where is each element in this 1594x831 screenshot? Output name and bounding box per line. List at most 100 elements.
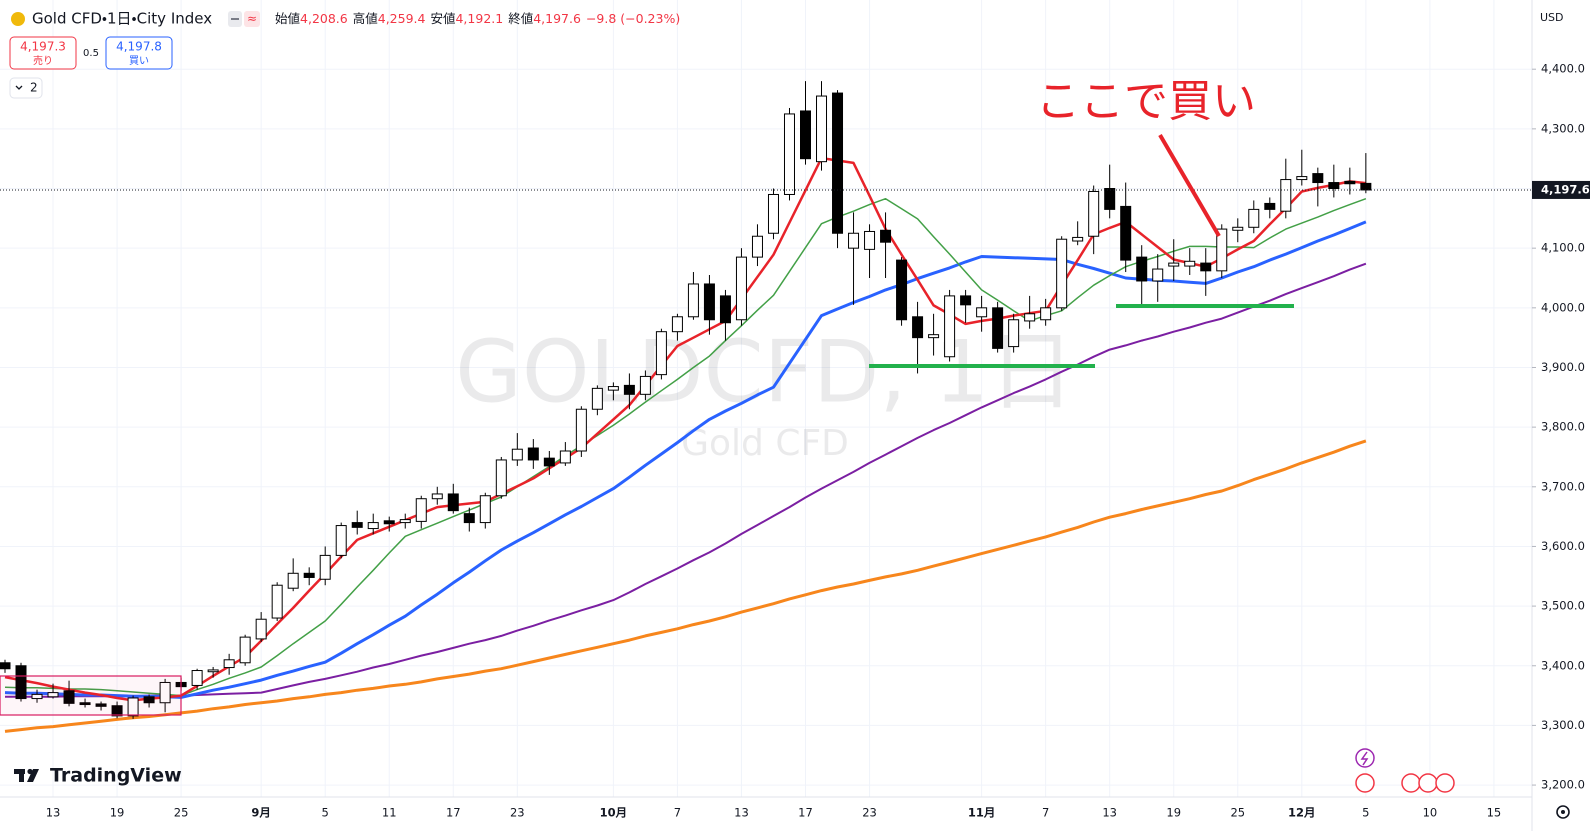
buy-button[interactable]: 4,197.8 買い	[105, 36, 173, 70]
moving-average-line	[5, 262, 1367, 698]
candle-body	[783, 113, 795, 195]
x-tick-label: 11月	[968, 806, 996, 820]
candle-body	[1120, 205, 1132, 261]
candle-body	[687, 283, 699, 318]
candle-body	[463, 513, 475, 524]
candle-body	[1008, 319, 1020, 348]
sell-box[interactable]	[9, 36, 77, 70]
candle-body	[767, 193, 779, 234]
x-tick-label: 7	[674, 806, 681, 820]
x-tick-label: 7	[1042, 806, 1049, 820]
candle-body	[511, 448, 523, 461]
candle-body	[239, 636, 251, 664]
plot	[0, 81, 1532, 733]
candle-body	[399, 519, 411, 524]
x-tick-label: 5	[322, 806, 329, 820]
event-flag[interactable]	[1401, 773, 1421, 793]
y-tick-label: 3,300.0	[1541, 718, 1585, 732]
x-tick-label: 17	[446, 806, 461, 820]
candle-body	[1232, 226, 1244, 231]
candle-body	[1024, 313, 1036, 322]
chevron	[15, 85, 23, 90]
y-tick-label: 4,100.0	[1541, 241, 1585, 255]
sell-label: 売り	[33, 54, 53, 67]
candle-body	[127, 697, 139, 717]
candle-body	[1248, 208, 1260, 228]
x-tick-label: 5	[1362, 806, 1369, 820]
sell-button[interactable]: 4,197.3 売り	[9, 36, 77, 70]
buy-price: 4,197.8	[116, 40, 162, 54]
event-flag[interactable]	[1418, 773, 1438, 793]
candle-body	[1184, 260, 1196, 267]
x-tick-label: 23	[510, 806, 525, 820]
candle-body	[575, 408, 587, 452]
logo: TradingView	[14, 765, 182, 787]
candle-body	[495, 459, 507, 497]
y-tick-label: 3,500.0	[1541, 599, 1585, 613]
candle-body	[431, 493, 443, 500]
gear[interactable]	[1556, 805, 1570, 819]
y-tick-label: 3,800.0	[1541, 420, 1585, 434]
sell-price: 4,197.3	[20, 40, 66, 54]
candle-body	[223, 659, 235, 669]
toggle-icon: ≈	[247, 12, 257, 26]
change: −9.8 (−0.23%)	[586, 11, 680, 26]
candle-body	[751, 235, 763, 258]
toggle-icon	[231, 18, 239, 20]
y-tick-label: 3,200.0	[1541, 778, 1585, 792]
watermark-symbol: GOLDCFD, 1日	[455, 322, 1075, 422]
candle-body	[255, 618, 267, 640]
candle-body	[719, 295, 731, 324]
y-tick-label: 4,300.0	[1541, 121, 1585, 135]
event-flag[interactable]	[1435, 773, 1455, 793]
watermark-description: Gold CFD	[681, 423, 849, 464]
economic-events	[1355, 773, 1455, 793]
candle-body	[1296, 176, 1308, 181]
candle-body	[832, 92, 844, 234]
candle-body	[191, 670, 203, 686]
x-tick-label: 13	[46, 806, 61, 820]
x-tick-label: 25	[174, 806, 189, 820]
candle-body	[207, 669, 219, 673]
candle-body	[1104, 188, 1116, 210]
candle-body	[1168, 262, 1180, 267]
candle-body	[1312, 173, 1324, 184]
x-tick-label: 15	[1487, 806, 1502, 820]
event-flag[interactable]	[1355, 773, 1375, 793]
candle-body	[703, 283, 715, 321]
indicators-toggle[interactable]: 2	[9, 77, 43, 99]
candle-body	[912, 316, 924, 339]
event-icon[interactable]	[1355, 748, 1375, 768]
logo-shape	[27, 769, 39, 782]
candle-body	[1056, 238, 1068, 309]
candle-body	[1040, 307, 1052, 321]
candle-body	[527, 447, 539, 461]
candle-body	[415, 498, 427, 522]
candle-body	[271, 584, 283, 619]
candle-body	[367, 522, 379, 530]
x-tick-label: 10月	[600, 806, 628, 820]
arrow-line	[1158, 133, 1221, 238]
candle-body	[1216, 228, 1228, 272]
candle-body	[623, 384, 635, 395]
candle-body	[1072, 236, 1084, 242]
x-tick-label: 17	[798, 806, 813, 820]
ohlc-label: 安値	[430, 11, 455, 26]
buy-box[interactable]	[105, 36, 173, 70]
x-tick-label: 13	[1102, 806, 1117, 820]
candle-body	[1200, 262, 1212, 272]
x-tick-label: 25	[1230, 806, 1245, 820]
buy-label: 買い	[129, 55, 149, 67]
toggle-button[interactable]	[244, 11, 260, 27]
candle-body	[351, 522, 363, 528]
candle-body	[143, 696, 155, 704]
x-tick-label: 23	[862, 806, 877, 820]
settings-icon[interactable]	[1556, 805, 1570, 819]
candle-body	[543, 457, 555, 467]
indicators-box[interactable]	[9, 77, 43, 99]
currency: USD	[1540, 11, 1564, 24]
symbol-title[interactable]: Gold CFD・1日・City Index	[32, 10, 212, 28]
range-box	[0, 675, 182, 716]
candle-body	[896, 259, 908, 321]
candle-body	[1360, 182, 1372, 191]
